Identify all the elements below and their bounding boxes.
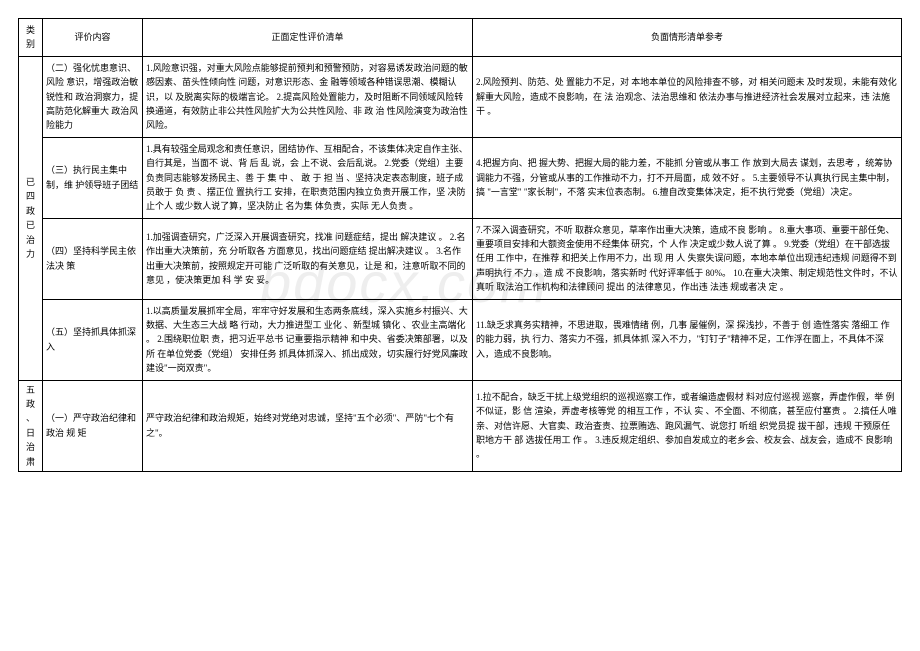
positive-cell: 1.以高质量发展抓牢全局，牢牢守好发展和生态两条底线，深入实施乡村振兴、大数据、… [143, 299, 473, 380]
category-cell-1: 已 四 政 已 治 力 [19, 56, 43, 380]
positive-cell: 严守政治纪律和政治规矩，始终对党绝对忠诚，坚持"五个必须"、严防"七个有之"。 [143, 380, 473, 471]
category-cell-2: 五 政 、 日 治 肃 [19, 380, 43, 471]
header-negative-list: 负面情形清单参考 [473, 19, 902, 57]
negative-cell: 11.缺乏求真务实精神，不思进取，畏难情绪 例，几事 屡催例，深 探浅抄，不善于… [473, 299, 902, 380]
header-positive-list: 正面定性评价清单 [143, 19, 473, 57]
eval-cell: （四）坚持科学民主依法决 策 [43, 218, 143, 299]
negative-cell: 4.把握方向、把 握大势、把握大局的能力差，不能抓 分管或从事工 作 放到大局去… [473, 137, 902, 218]
table-row: 已 四 政 已 治 力 （二）强化忧患意识、风险 意识，增强政治敏锐性和 政治洞… [19, 56, 902, 137]
table-row: （五）坚持抓具体抓深入 1.以高质量发展抓牢全局，牢牢守好发展和生态两条底线，深… [19, 299, 902, 380]
table-header-row: 类别 评价内容 正面定性评价清单 负面情形清单参考 [19, 19, 902, 57]
negative-cell: 2.风险预判、防范、处 置能力不足，对 本地本单位的风险排查不够，对 相关问题未… [473, 56, 902, 137]
table-row: 五 政 、 日 治 肃 （一）严守政治纪律和政治 规 矩 严守政治纪律和政治规矩… [19, 380, 902, 471]
table-row: （三）执行民主集中制，维 护领导班子团结 1.具有较强全局观念和责任意识，团结协… [19, 137, 902, 218]
eval-cell: （五）坚持抓具体抓深入 [43, 299, 143, 380]
positive-cell: 1.具有较强全局观念和责任意识，团结协作、互相配合，不该集体决定自作主张、自行其… [143, 137, 473, 218]
positive-cell: 1.加强调查研究，广泛深入开展调查研究，找准 问题症结，提出 解决建议 。 2.… [143, 218, 473, 299]
negative-cell: 7.不深入调查研究，不听 取群众意见，草率作出重大决策，造成不良 影响 。 8.… [473, 218, 902, 299]
negative-cell: 1.拉不配合，缺乏干扰上级党组织的巡视巡察工作，或者编造虚假材 料对应付巡视 巡… [473, 380, 902, 471]
header-category: 类别 [19, 19, 43, 57]
table-row: （四）坚持科学民主依法决 策 1.加强调查研究，广泛深入开展调查研究，找准 问题… [19, 218, 902, 299]
eval-cell: （二）强化忧患意识、风险 意识，增强政治敏锐性和 政治洞察力，提高防范化解重大 … [43, 56, 143, 137]
eval-cell: （三）执行民主集中制，维 护领导班子团结 [43, 137, 143, 218]
evaluation-table: 类别 评价内容 正面定性评价清单 负面情形清单参考 已 四 政 已 治 力 （二… [18, 18, 902, 472]
positive-cell: 1.风险意识强，对重大风险点能够提前预判和预警预防，对容易诱发政治问题的敏感因素… [143, 56, 473, 137]
header-eval-content: 评价内容 [43, 19, 143, 57]
eval-cell: （一）严守政治纪律和政治 规 矩 [43, 380, 143, 471]
